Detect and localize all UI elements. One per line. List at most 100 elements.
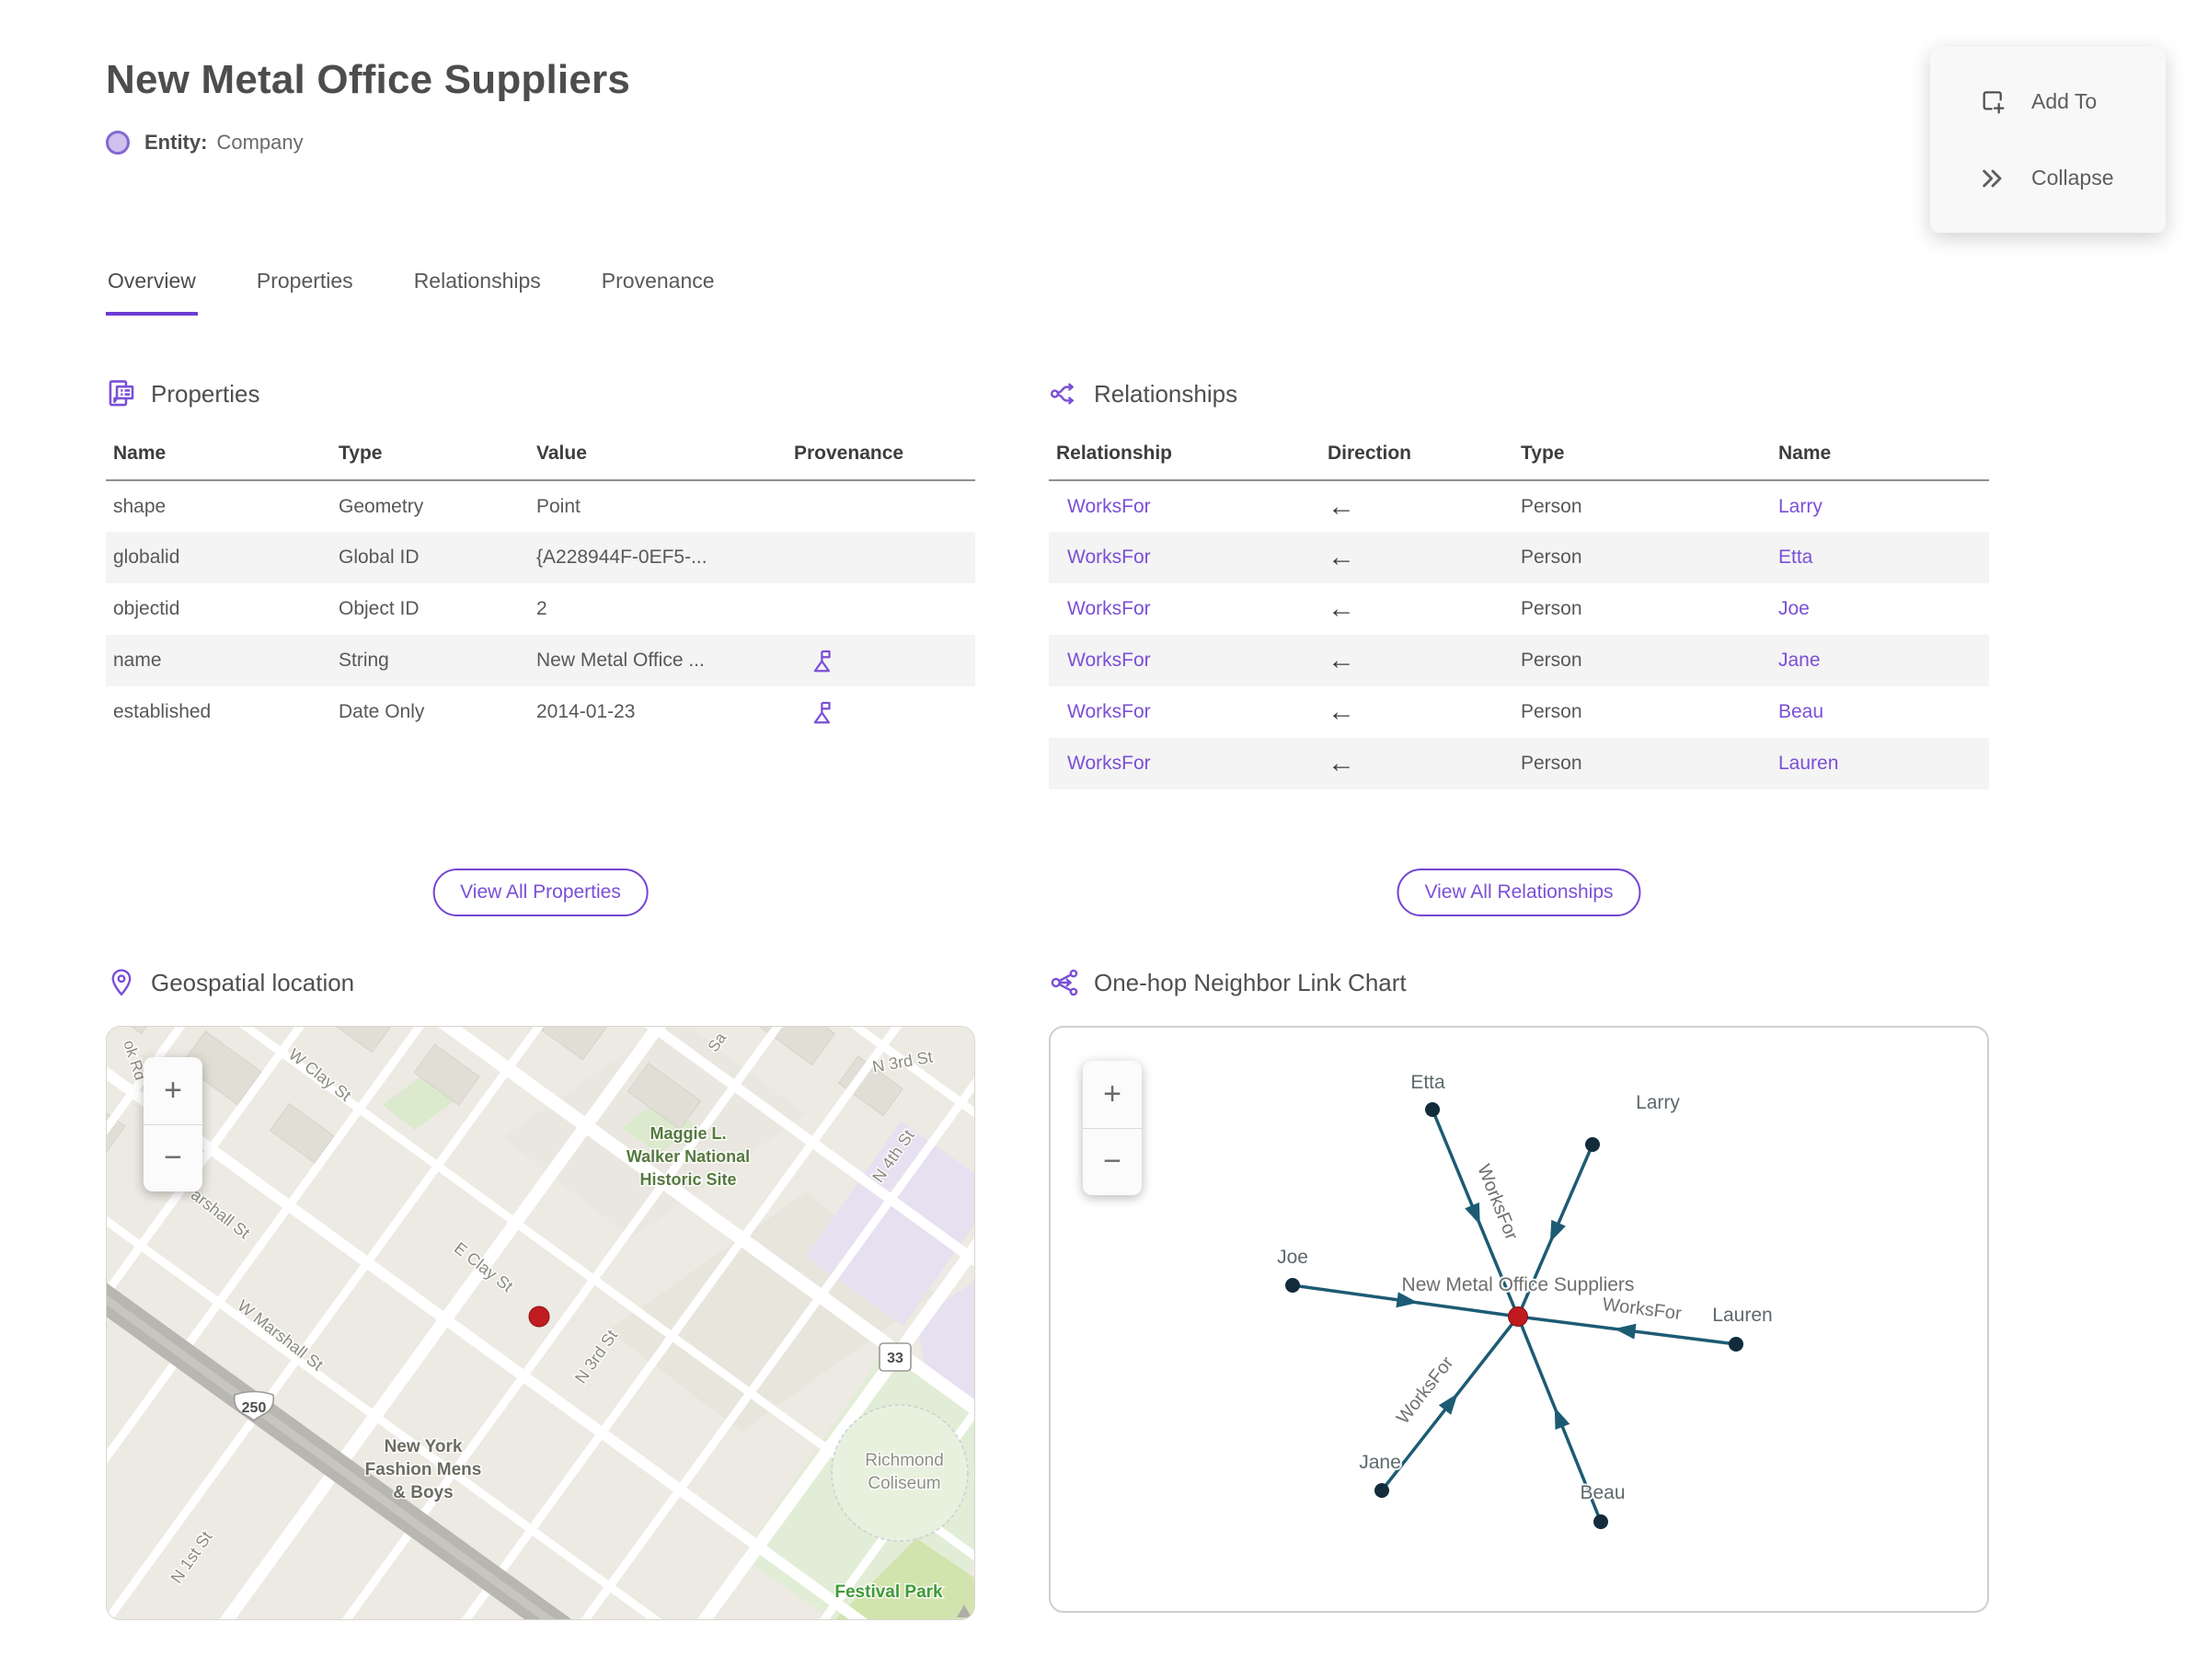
map-label: Historic Site	[639, 1170, 736, 1189]
property-type: Object ID	[339, 598, 420, 619]
relationship-row-lauren: WorksFor ← Person Lauren	[1049, 738, 1989, 789]
related-entity-type: Person	[1521, 701, 1582, 722]
page-title: New Metal Office Suppliers	[106, 57, 631, 102]
relationships-header: Relationships	[1049, 378, 1989, 409]
related-entity-link[interactable]: Jane	[1778, 650, 1821, 671]
relationship-type-link[interactable]: WorksFor	[1067, 701, 1151, 722]
view-all-relationships-button[interactable]: View All Relationships	[1397, 869, 1641, 916]
svg-text:250: 250	[242, 1400, 267, 1416]
properties-table-header: Name Type Value Provenance	[106, 432, 975, 481]
edge-arrow	[1554, 1407, 1570, 1430]
tab-overview[interactable]: Overview	[106, 269, 198, 316]
direction-arrow: ←	[1328, 593, 1355, 624]
node-label: Jane	[1359, 1452, 1401, 1473]
column-header-type: Type	[331, 432, 529, 481]
geospatial-header: Geospatial location	[106, 967, 975, 998]
property-row-shape: shape Geometry Point	[106, 480, 975, 532]
related-entity-link[interactable]: Beau	[1778, 701, 1824, 722]
node-beau[interactable]	[1593, 1514, 1608, 1529]
relationship-type-link[interactable]: WorksFor	[1067, 753, 1151, 774]
related-entity-type: Person	[1521, 753, 1582, 774]
edge-arrow	[1614, 1323, 1637, 1340]
add-to-label: Add To	[2031, 89, 2098, 113]
tab-relationships[interactable]: Relationships	[412, 269, 543, 316]
map-pin-icon	[111, 969, 132, 996]
entity-label: Entity:	[144, 131, 208, 154]
entity-row: Entity: Company	[106, 131, 2208, 155]
properties-icon	[109, 380, 134, 407]
node-larry[interactable]	[1585, 1137, 1600, 1152]
relationship-row-etta: WorksFor ← Person Etta	[1049, 532, 1989, 583]
double-chevron-right-icon	[1983, 169, 2002, 187]
chart-zoom-in-button[interactable]: +	[1083, 1061, 1142, 1129]
property-name: shape	[113, 495, 167, 517]
center-node-label: New Metal Office Suppliers	[1402, 1274, 1635, 1295]
edge-label: WorksFor	[1393, 1352, 1458, 1428]
provenance-icon[interactable]	[809, 698, 836, 726]
geospatial-title: Geospatial location	[151, 968, 355, 996]
tab-bar: Overview Properties Relationships Provenanc…	[106, 269, 2208, 316]
properties-title: Properties	[151, 379, 260, 408]
collapse-button[interactable]: Collapse	[1930, 164, 2166, 193]
relationship-type-link[interactable]: WorksFor	[1067, 650, 1151, 671]
related-entity-link[interactable]: Lauren	[1778, 753, 1839, 774]
related-entity-link[interactable]: Etta	[1778, 547, 1813, 568]
node-etta[interactable]	[1425, 1102, 1440, 1117]
property-provenance	[787, 532, 975, 583]
map-zoom-in-button[interactable]: +	[144, 1057, 202, 1125]
map-attribution-chevron	[957, 1605, 972, 1617]
column-header-provenance: Provenance	[787, 432, 975, 481]
provenance-icon[interactable]	[809, 647, 836, 674]
map-label: New York	[385, 1437, 463, 1456]
chart-zoom-out-button[interactable]: −	[1103, 1144, 1121, 1179]
route-shield-33: 33	[879, 1342, 912, 1372]
map-label: Fashion Mens	[365, 1460, 482, 1479]
tab-provenance[interactable]: Provenance	[600, 269, 717, 316]
relationship-type-link[interactable]: WorksFor	[1067, 495, 1151, 517]
view-all-properties-button[interactable]: View All Properties	[432, 869, 649, 916]
related-entity-link[interactable]: Larry	[1778, 495, 1823, 517]
map[interactable]: ok Rd W Clay St Sa N 3rd St Maggie L. Walker …	[106, 1026, 975, 1620]
property-provenance	[787, 635, 975, 686]
related-entity-link[interactable]: Joe	[1778, 598, 1810, 619]
column-header-name: Name	[1771, 432, 1989, 481]
node-center[interactable]	[1508, 1306, 1528, 1327]
relationship-type-link[interactable]: WorksFor	[1067, 547, 1151, 568]
column-header-value: Value	[529, 432, 787, 481]
map-zoom-out-button[interactable]: −	[164, 1140, 182, 1176]
direction-arrow: ←	[1328, 696, 1355, 727]
link-chart[interactable]: WorksFor WorksFor WorksFor Etta Larry Joe Jane…	[1049, 1026, 1989, 1613]
one-hop-graph-icon	[1051, 969, 1078, 996]
property-row-name: name String New Metal Office ...	[106, 635, 975, 686]
relationships-icon	[1050, 383, 1074, 405]
property-value: {A228944F-0EF5-...	[536, 547, 707, 568]
add-to-icon	[1983, 90, 2005, 113]
related-entity-type: Person	[1521, 598, 1582, 619]
property-row-globalid: globalid Global ID {A228944F-0EF5-...	[106, 532, 975, 583]
actions-panel: Add To Collapse	[1930, 47, 2166, 233]
node-joe[interactable]	[1285, 1278, 1300, 1293]
related-entity-type: Person	[1521, 547, 1582, 568]
relationship-type-link[interactable]: WorksFor	[1067, 598, 1151, 619]
map-zoom-control: + −	[144, 1057, 202, 1191]
node-lauren[interactable]	[1729, 1337, 1743, 1352]
property-row-established: established Date Only 2014-01-23	[106, 686, 975, 738]
collapse-label: Collapse	[2031, 166, 2114, 190]
map-label: Maggie L.	[650, 1124, 726, 1143]
edge-arrow	[1438, 1393, 1458, 1415]
entity-type-icon	[106, 131, 130, 155]
relationship-row-joe: WorksFor ← Person Joe	[1049, 583, 1989, 635]
add-to-button[interactable]: Add To	[1930, 87, 2166, 117]
direction-arrow: ←	[1328, 542, 1355, 572]
node-jane[interactable]	[1374, 1483, 1389, 1498]
entity-type-value: Company	[216, 131, 304, 154]
relationships-card: Relationships Relationship Direction Type N…	[1049, 378, 1989, 916]
node-label: Larry	[1636, 1092, 1680, 1113]
edge-arrow	[1465, 1202, 1480, 1225]
overview-cards: Properties Name Type Value Provenance shape…	[106, 378, 2208, 916]
map-label: Festival Park	[834, 1582, 943, 1602]
relationship-row-larry: WorksFor ← Person Larry	[1049, 480, 1989, 532]
properties-card: Properties Name Type Value Provenance shape…	[106, 378, 975, 916]
tab-properties[interactable]: Properties	[255, 269, 355, 316]
